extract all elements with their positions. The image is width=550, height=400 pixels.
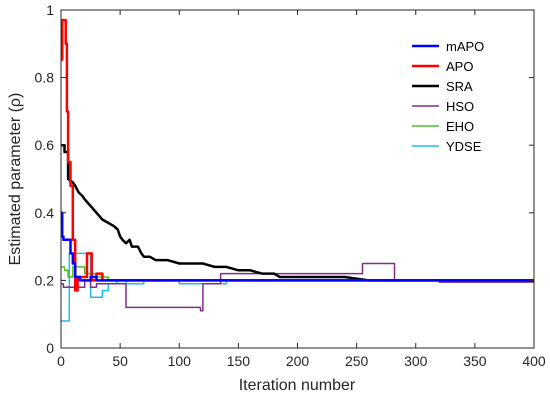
y-tick-label: 0.8 bbox=[35, 70, 55, 86]
series-line-mapo bbox=[60, 211, 534, 282]
y-tick-label: 0 bbox=[46, 340, 54, 356]
x-tick-label: 100 bbox=[168, 353, 192, 369]
x-tick-label: 200 bbox=[286, 353, 310, 369]
x-axis-title: Iteration number bbox=[239, 377, 356, 394]
series-line-apo bbox=[60, 18, 534, 292]
y-tick-label: 0.2 bbox=[35, 272, 55, 288]
x-tick-label: 350 bbox=[463, 353, 487, 369]
x-tick-label: 0 bbox=[57, 353, 65, 369]
legend-label-mapo: mAPO bbox=[446, 39, 484, 54]
legend-label-hso: HSO bbox=[446, 99, 474, 114]
legend-label-apo: APO bbox=[446, 59, 473, 74]
x-tick-label: 50 bbox=[112, 353, 128, 369]
legend-label-eho: EHO bbox=[446, 119, 474, 134]
x-tick-label: 400 bbox=[522, 353, 546, 369]
legend: mAPO APO SRA HSO EHO YDSE bbox=[398, 34, 526, 168]
legend-label-ydse: YDSE bbox=[446, 139, 482, 154]
x-tick-label: 250 bbox=[345, 353, 369, 369]
series-layer bbox=[60, 18, 534, 322]
y-tick-label: 0.6 bbox=[35, 137, 55, 153]
legend-label-sra: SRA bbox=[446, 79, 473, 94]
y-tick-label: 0.4 bbox=[35, 205, 55, 221]
tick-layer: 0 50 100 150 200 250 300 350 400 0 0.2 0.4 0.6 0.8 1 bbox=[35, 2, 546, 369]
x-tick-label: 300 bbox=[404, 353, 428, 369]
y-axis-title: Estimated parameter (ρ) bbox=[7, 93, 24, 266]
x-tick-label: 150 bbox=[227, 353, 251, 369]
y-tick-label: 1 bbox=[46, 2, 54, 18]
